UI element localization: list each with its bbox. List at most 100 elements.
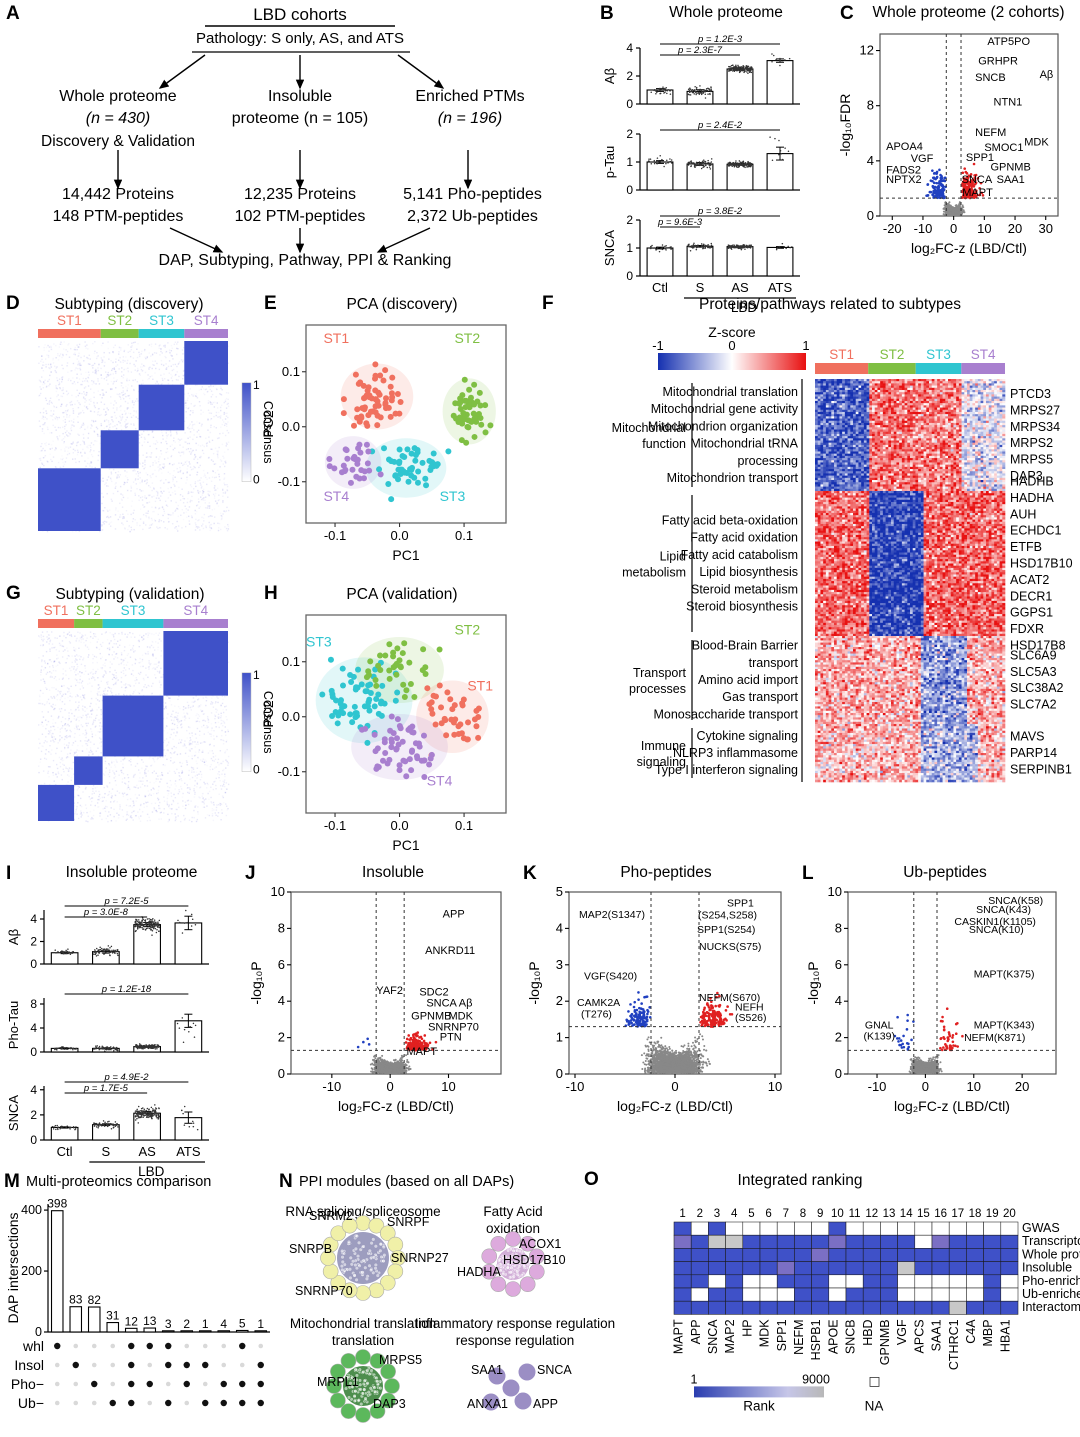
heatmap-noise <box>196 436 198 438</box>
heatmap-noise <box>66 413 68 416</box>
heatmap-noise <box>142 379 144 382</box>
heatmap-noise <box>184 505 186 507</box>
heatmap-noise <box>82 409 84 412</box>
heatmap-noise <box>97 390 99 392</box>
heatmap-noise <box>42 381 45 383</box>
heatmap-noise <box>172 358 174 360</box>
bar <box>686 245 714 277</box>
heatmap-noise <box>83 437 85 439</box>
heatmap-noise <box>46 385 48 387</box>
heatmap-noise <box>126 377 128 380</box>
heatmap-noise <box>133 363 135 366</box>
heatmap-noise <box>182 502 185 504</box>
heatmap-noise <box>102 389 104 391</box>
data-point <box>707 159 709 162</box>
heatmap-noise <box>99 414 101 417</box>
heatmap-noise <box>126 489 129 492</box>
heatmap-noise <box>151 489 153 492</box>
heatmap-noise <box>177 525 180 527</box>
heatmap-noise <box>182 446 184 448</box>
data-point <box>731 70 734 72</box>
heatmap-noise <box>105 482 107 484</box>
heatmap-noise <box>140 368 143 371</box>
heatmap-noise <box>209 490 211 493</box>
heatmap-noise <box>50 371 52 373</box>
heatmap-noise <box>220 393 222 396</box>
heatmap-noise <box>141 479 143 481</box>
data-point <box>692 162 694 164</box>
heatmap-noise <box>219 479 221 481</box>
heatmap-noise <box>221 423 223 426</box>
heatmap-noise <box>216 502 218 505</box>
data-point <box>735 64 737 67</box>
heatmap-noise <box>45 363 47 366</box>
heatmap-noise <box>70 379 72 382</box>
heatmap-noise <box>45 412 48 415</box>
heatmap-noise <box>107 515 109 518</box>
data-point <box>666 90 668 92</box>
heatmap-noise <box>218 499 221 501</box>
gene-label: SMOC1 <box>984 142 1023 154</box>
heatmap-noise <box>189 501 191 503</box>
heatmap-noise <box>133 469 136 471</box>
heatmap-noise <box>100 401 102 403</box>
heatmap-noise <box>67 450 69 453</box>
heatmap-noise <box>86 446 88 448</box>
heatmap-noise <box>118 476 120 478</box>
heatmap-noise <box>202 523 204 525</box>
heatmap-noise <box>72 421 75 423</box>
data-point <box>781 242 784 245</box>
heatmap-noise <box>101 502 103 505</box>
heatmap-noise <box>174 374 177 376</box>
heatmap-noise <box>114 414 116 417</box>
heatmap-noise <box>142 513 145 516</box>
heatmap-noise <box>41 449 43 452</box>
heatmap-noise <box>147 510 149 512</box>
bar <box>726 246 754 277</box>
heatmap-noise <box>61 403 63 405</box>
data-point <box>748 246 751 248</box>
heatmap-noise <box>141 370 144 372</box>
heatmap-noise <box>102 342 104 344</box>
heatmap-noise <box>57 394 59 396</box>
heatmap-noise <box>186 479 188 481</box>
x-tick-label: 0 <box>950 221 957 236</box>
heatmap-noise <box>119 474 122 476</box>
heatmap-noise <box>227 362 229 364</box>
heatmap-noise <box>182 359 184 361</box>
heatmap-noise <box>40 360 42 362</box>
heatmap-noise <box>68 435 71 437</box>
data-point <box>750 67 753 70</box>
heatmap-noise <box>175 373 177 376</box>
data-point <box>946 205 949 208</box>
data-point <box>956 209 959 212</box>
data-point <box>744 67 747 70</box>
heatmap-noise <box>146 429 149 432</box>
significant-up-point <box>973 195 977 199</box>
heatmap-noise <box>105 521 108 523</box>
heatmap-noise <box>163 457 166 460</box>
data-point <box>728 245 730 247</box>
heatmap-noise <box>218 527 220 529</box>
heatmap-noise <box>168 360 171 362</box>
heatmap-noise <box>113 411 116 414</box>
heatmap-noise <box>164 346 166 348</box>
data-point <box>650 245 652 248</box>
heatmap-noise <box>179 466 181 469</box>
heatmap-noise <box>216 407 219 409</box>
heatmap-noise <box>76 389 78 392</box>
data-point <box>733 245 736 247</box>
data-point <box>727 162 730 164</box>
heatmap-noise <box>51 415 53 417</box>
heatmap-noise <box>145 515 147 517</box>
data-point <box>730 64 733 67</box>
data-point <box>736 69 738 72</box>
heatmap-noise <box>57 439 59 441</box>
data-point <box>710 244 713 246</box>
heatmap-noise <box>40 355 43 357</box>
heatmap-noise <box>170 434 172 437</box>
heatmap-noise <box>161 463 164 465</box>
heatmap-noise <box>62 392 65 395</box>
data-point <box>779 247 781 249</box>
heatmap-noise <box>197 491 199 494</box>
